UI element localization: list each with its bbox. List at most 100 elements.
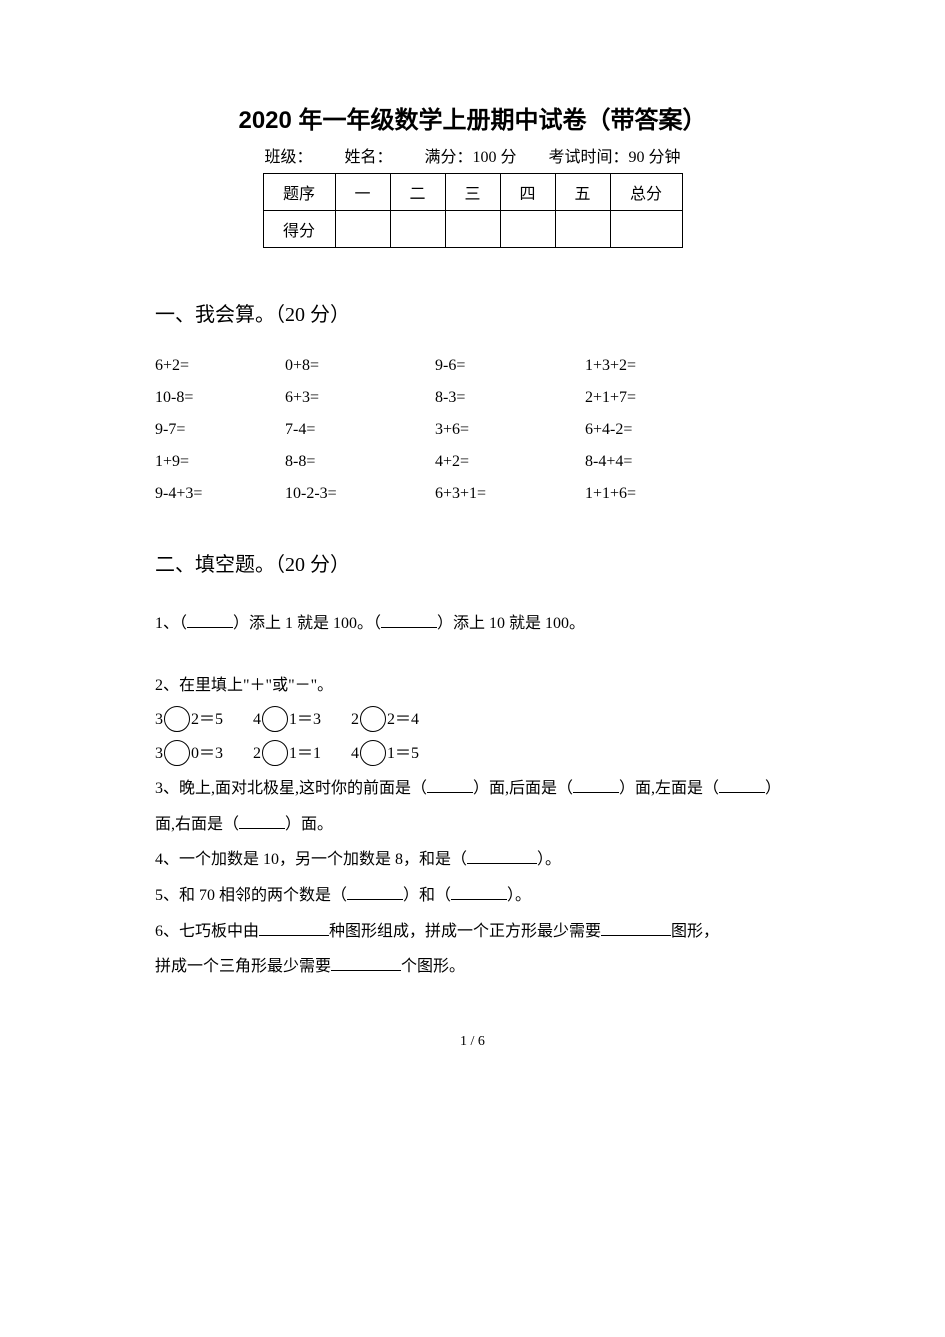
q4-text: 4、一个加数是 10，另一个加数是 8，和是（ (155, 851, 467, 868)
calc-item: 1+3+2= (585, 357, 735, 375)
cell: 二 (390, 174, 445, 211)
q3-text: ）面,后面是（ (473, 780, 573, 797)
exam-time: 考试时间：90 分钟 (549, 149, 681, 166)
q6-text: 图形， (671, 923, 719, 940)
calc-item: 10-2-3= (285, 485, 435, 503)
calc-item: 9-7= (155, 421, 285, 439)
calc-item: 8-3= (435, 389, 585, 407)
table-row: 题序 一 二 三 四 五 总分 (263, 174, 682, 211)
q3-text: 面,右面是（ (155, 816, 239, 833)
cell-blank[interactable] (445, 211, 500, 248)
question-6: 6、七巧板中由 种图形组成，拼成一个正方形最少需要 图形， (155, 915, 790, 949)
meta-line: 班级： 姓名： 满分：100 分 考试时间：90 分钟 (155, 143, 790, 167)
num-left: 3 (155, 711, 163, 728)
calc-item: 3+6= (435, 421, 585, 439)
circle-blank[interactable] (262, 740, 288, 766)
num-left: 4 (253, 711, 261, 728)
q6-text: 拼成一个三角形最少需要 (155, 958, 331, 975)
num-right: 1＝1 (289, 745, 321, 762)
num-right: 1＝3 (289, 711, 321, 728)
page-number: 1 / 6 (155, 1034, 790, 1050)
fill-blank[interactable] (467, 848, 537, 864)
circle-item: 4 1＝3 (253, 704, 321, 736)
calc-item: 1+9= (155, 453, 285, 471)
fill-blank[interactable] (719, 777, 765, 793)
circle-item: 3 0＝3 (155, 738, 223, 770)
q3-text: ）面,左面是（ (619, 780, 719, 797)
cell-blank[interactable] (500, 211, 555, 248)
full-marks: 满分：100 分 (425, 149, 517, 166)
q4-text: ）。 (537, 851, 561, 868)
calc-item: 8-4+4= (585, 453, 735, 471)
fill-blank[interactable] (187, 612, 233, 628)
fill-blank[interactable] (331, 955, 401, 971)
calc-grid: 6+2= 0+8= 9-6= 1+3+2= 10-8= 6+3= 8-3= 2+… (155, 357, 790, 503)
num-right: 0＝3 (191, 745, 223, 762)
cell-blank[interactable] (335, 211, 390, 248)
calc-item: 9-4+3= (155, 485, 285, 503)
calc-item: 0+8= (285, 357, 435, 375)
calc-item: 8-8= (285, 453, 435, 471)
q3-text: ）面。 (285, 816, 333, 833)
fill-blank[interactable] (381, 612, 437, 628)
q5-text: ）。 (507, 887, 531, 904)
q1-text: ）添上 10 就是 100。 (437, 615, 585, 632)
circle-item: 2 1＝1 (253, 738, 321, 770)
q5-text: 5、和 70 相邻的两个数是（ (155, 887, 347, 904)
cell-blank[interactable] (390, 211, 445, 248)
question-2-head: 2、在里填上"＋"或"－"。 (155, 669, 790, 703)
q6-text: 6、七巧板中由 (155, 923, 259, 940)
cell: 四 (500, 174, 555, 211)
q6-text: 种图形组成，拼成一个正方形最少需要 (329, 923, 601, 940)
fill-blank[interactable] (259, 920, 329, 936)
circle-blank[interactable] (262, 706, 288, 732)
fill-blank[interactable] (347, 884, 403, 900)
exam-title: 2020 年一年级数学上册期中试卷（带答案） (155, 100, 790, 135)
q1-text: 1、（ (155, 615, 187, 632)
cell: 一 (335, 174, 390, 211)
q6-text: 个图形。 (401, 958, 465, 975)
circle-blank[interactable] (360, 706, 386, 732)
num-left: 2 (351, 711, 359, 728)
cell-blank[interactable] (610, 211, 682, 248)
table-row: 得分 (263, 211, 682, 248)
calc-item: 9-6= (435, 357, 585, 375)
score-table: 题序 一 二 三 四 五 总分 得分 (263, 173, 683, 248)
question-6-cont: 拼成一个三角形最少需要 个图形。 (155, 950, 790, 984)
circle-item: 22＝4 (351, 704, 419, 736)
question-2-row: 3 0＝3 2 1＝1 41＝5 (155, 738, 790, 770)
fill-blank[interactable] (601, 920, 671, 936)
num-left: 3 (155, 745, 163, 762)
calc-item: 6+3+1= (435, 485, 585, 503)
fill-blank[interactable] (451, 884, 507, 900)
calc-item: 1+1+6= (585, 485, 735, 503)
circle-blank[interactable] (164, 740, 190, 766)
question-5: 5、和 70 相邻的两个数是（ ）和（ ）。 (155, 879, 790, 913)
circle-blank[interactable] (164, 706, 190, 732)
q3-text: 3、晚上,面对北极星,这时你的前面是（ (155, 780, 427, 797)
q5-text: ）和（ (403, 887, 451, 904)
calc-item: 6+3= (285, 389, 435, 407)
section-2-heading: 二、填空题。（20 分） (155, 548, 790, 577)
circle-item: 32＝5 (155, 704, 223, 736)
num-left: 2 (253, 745, 261, 762)
fill-blank[interactable] (427, 777, 473, 793)
fill-blank[interactable] (239, 813, 285, 829)
cell-header: 题序 (263, 174, 335, 211)
question-2-row: 32＝5 4 1＝3 22＝4 (155, 704, 790, 736)
class-label: 班级： (264, 149, 312, 166)
calc-item: 2+1+7= (585, 389, 735, 407)
cell-blank[interactable] (555, 211, 610, 248)
cell: 五 (555, 174, 610, 211)
name-label: 姓名： (344, 149, 392, 166)
calc-item: 10-8= (155, 389, 285, 407)
circle-item: 41＝5 (351, 738, 419, 770)
calc-item: 6+4-2= (585, 421, 735, 439)
cell: 三 (445, 174, 500, 211)
q1-text: ）添上 1 就是 100。（ (233, 615, 381, 632)
q3-text: ） (765, 780, 781, 797)
circle-blank[interactable] (360, 740, 386, 766)
fill-blank[interactable] (573, 777, 619, 793)
num-left: 4 (351, 745, 359, 762)
calc-item: 6+2= (155, 357, 285, 375)
